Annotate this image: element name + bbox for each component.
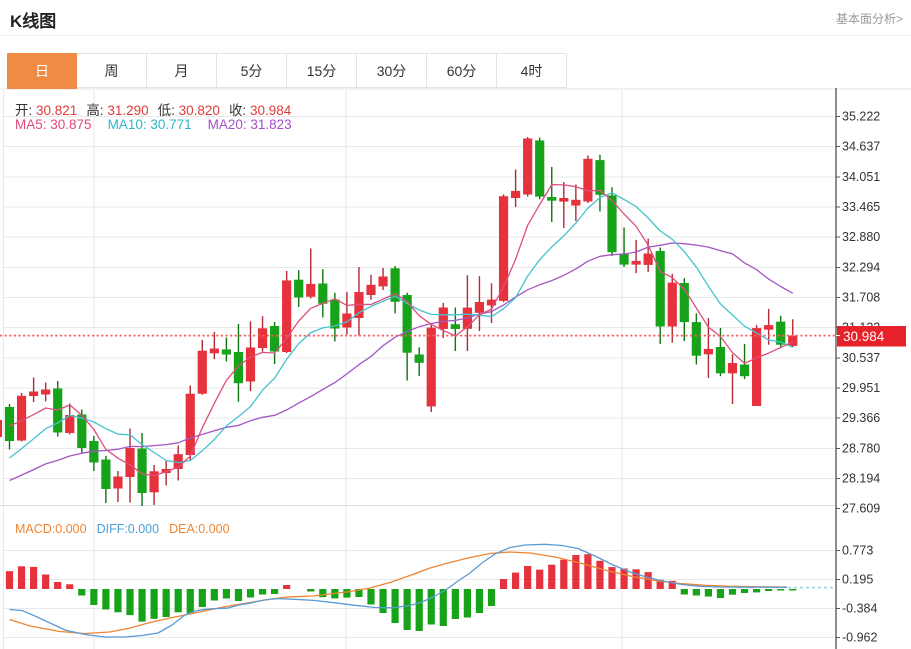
svg-text:35.222: 35.222 [842,110,880,124]
svg-text:-0.384: -0.384 [842,602,877,616]
svg-text:-0.962: -0.962 [842,631,877,645]
svg-text:29.366: 29.366 [842,411,880,425]
svg-text:27.609: 27.609 [842,502,880,516]
svg-text:31.708: 31.708 [842,291,880,305]
svg-text:30.537: 30.537 [842,351,880,365]
svg-text:32.880: 32.880 [842,230,880,244]
svg-text:30.984: 30.984 [843,329,885,344]
svg-text:34.051: 34.051 [842,170,880,184]
svg-text:34.637: 34.637 [842,140,880,154]
svg-text:33.465: 33.465 [842,200,880,214]
svg-text:0.773: 0.773 [842,544,873,558]
svg-text:32.294: 32.294 [842,260,880,274]
svg-text:28.780: 28.780 [842,441,880,455]
svg-text:28.194: 28.194 [842,471,880,485]
svg-text:0.195: 0.195 [842,573,873,587]
svg-text:29.951: 29.951 [842,381,880,395]
